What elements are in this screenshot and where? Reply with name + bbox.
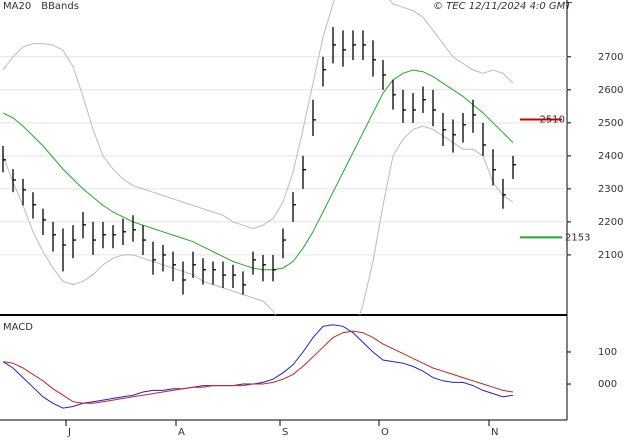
- x-tick-label: S: [282, 427, 288, 438]
- legend-entry: BBands: [41, 1, 79, 12]
- y-tick-label: 000: [598, 379, 617, 390]
- panel-title: MACD: [3, 322, 33, 333]
- y-tick-label: 100: [598, 347, 617, 358]
- band-upper: [2, 0, 514, 230]
- x-tick-label: A: [178, 427, 185, 438]
- source: © TEC 12/11/2024 4:0 GMT: [433, 1, 572, 12]
- y-tick-label: 2300: [598, 184, 623, 195]
- macd-line: [2, 330, 514, 404]
- macd-line: [2, 324, 514, 409]
- y-tick-label: 2200: [598, 217, 623, 228]
- macd-panel: [2, 324, 514, 409]
- level-label: 2510: [540, 115, 565, 126]
- x-tick-label: O: [381, 427, 389, 438]
- y-tick-label: 2600: [598, 85, 623, 96]
- y-tick-label: 2500: [598, 118, 623, 129]
- level-label: 2153: [565, 232, 590, 243]
- x-tick-label: J: [67, 427, 71, 438]
- ma-line: [2, 69, 514, 271]
- labels: 2100 2200 2300 2400 2500 2600 2700 MA20 BBands 25…: [3, 1, 623, 438]
- band-lower: [2, 125, 514, 315]
- x-tick-label: N: [491, 427, 498, 438]
- legend-entry: MA20: [3, 1, 31, 12]
- y-tick-label: 2700: [598, 52, 623, 63]
- y-tick-label: 2100: [598, 250, 623, 261]
- price-panel: [0, 0, 567, 315]
- y-tick-label: 2400: [598, 151, 623, 162]
